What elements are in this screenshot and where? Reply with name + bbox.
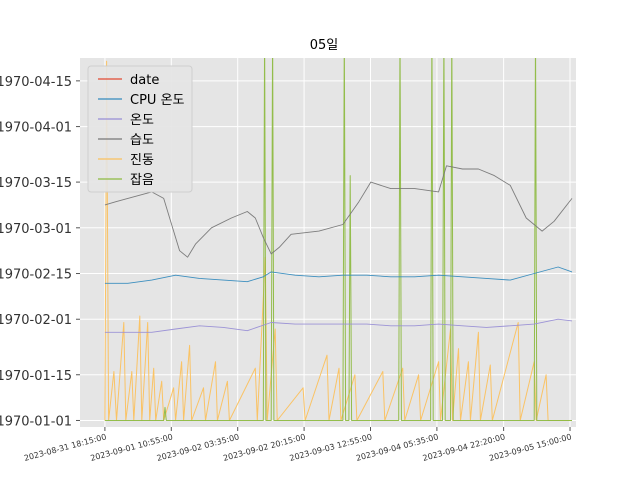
series-layer <box>104 58 573 421</box>
y-tick-label-7: 1970-04-15 <box>0 75 72 90</box>
legend-label-2: 온도 <box>130 113 154 128</box>
series-line-5 <box>104 58 572 421</box>
y-tick-label-3: 1970-02-15 <box>0 268 72 283</box>
y-axis: 1970-01-01 1970-01-15 1970-02-01 1970-02-15… <box>0 75 80 429</box>
legend-label-0: date <box>130 73 159 88</box>
y-tick-label-2: 1970-02-01 <box>0 313 72 328</box>
legend-label-1: CPU 온도 <box>130 93 185 108</box>
legend-label-5: 잡음 <box>130 173 154 188</box>
legend-label-4: 진동 <box>130 153 154 168</box>
y-tick-label-0: 1970-01-01 <box>0 414 72 429</box>
y-tick-label-1: 1970-01-15 <box>0 369 72 384</box>
legend-label-3: 습도 <box>130 133 154 148</box>
series-line-1 <box>104 266 573 284</box>
y-tick-label-6: 1970-04-01 <box>0 121 72 136</box>
chart-title: 05일 <box>310 38 339 53</box>
y-tick-label-5: 1970-03-15 <box>0 176 72 191</box>
series-line-4 <box>104 60 572 421</box>
series-line-2 <box>104 318 573 333</box>
series-line-3 <box>104 165 573 258</box>
y-tick-label-4: 1970-03-01 <box>0 222 72 237</box>
legend-box <box>87 65 193 193</box>
